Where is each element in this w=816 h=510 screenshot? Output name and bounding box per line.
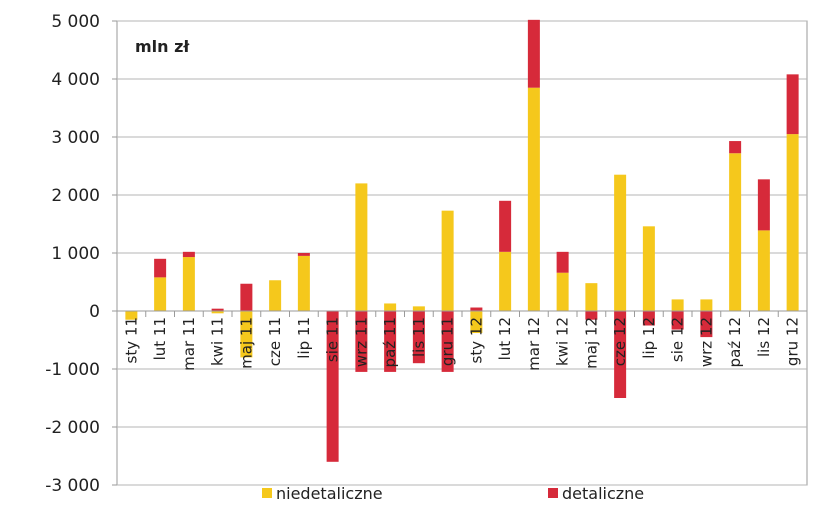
bar-niedetaliczne	[125, 311, 138, 320]
bar-niedetaliczne	[700, 299, 713, 311]
x-tick-label: gru 12	[784, 317, 802, 366]
y-tick-label: 3 000	[51, 128, 100, 148]
bar-detaliczne	[441, 311, 454, 372]
bar-detaliczne	[326, 311, 339, 462]
bar-niedetaliczne	[556, 272, 569, 311]
bar-detaliczne	[240, 283, 253, 311]
bar-detaliczne	[729, 141, 742, 154]
legend-swatch-detaliczne	[548, 488, 558, 498]
x-tick-label: mar 12	[525, 317, 543, 371]
bar-niedetaliczne	[182, 257, 195, 311]
bar-niedetaliczne	[757, 230, 770, 311]
bar-detaliczne	[412, 311, 425, 364]
x-tick-label: mar 11	[180, 317, 198, 371]
bar-detaliczne	[297, 253, 310, 256]
bar-niedetaliczne	[499, 251, 512, 311]
y-tick-label: 4 000	[51, 70, 100, 90]
bar-niedetaliczne	[269, 280, 282, 311]
bar-niedetaliczne	[614, 174, 627, 311]
x-tick-label: paź 11	[381, 317, 399, 367]
y-axis-ticks: 5 000 4 000 3 000 2 000 1 000 0 -1 000 -2 000 -3…	[45, 12, 117, 496]
bar-detaliczne	[527, 19, 540, 88]
y-tick-label: -3 000	[45, 476, 100, 496]
bar-detaliczne	[384, 311, 397, 372]
y-tick-label: 2 000	[51, 186, 100, 206]
bar-niedetaliczne	[470, 311, 483, 334]
legend-swatch-niedetaliczne	[262, 488, 272, 498]
x-tick-label: sty 12	[467, 317, 485, 363]
bar-niedetaliczne	[384, 303, 397, 311]
x-tick-label: lis 12	[755, 317, 773, 357]
bar-detaliczne	[556, 251, 569, 273]
bar-detaliczne	[355, 311, 368, 372]
bar-detaliczne	[614, 311, 627, 398]
y-tick-label: -1 000	[45, 360, 100, 380]
bar-niedetaliczne	[786, 134, 799, 311]
bar-niedetaliczne	[412, 306, 425, 311]
bar-niedetaliczne	[642, 226, 655, 311]
bar-detaliczne	[470, 307, 483, 311]
x-tick-label: lip 11	[295, 317, 313, 359]
legend-label-niedetaliczne: niedetaliczne	[276, 484, 383, 503]
x-tick-label: kwi 11	[209, 317, 227, 366]
bar-niedetaliczne	[211, 311, 224, 314]
bar-niedetaliczne	[441, 210, 454, 311]
bar-detaliczne	[585, 311, 598, 320]
x-tick-label: cze 12	[611, 317, 629, 366]
bar-detaliczne	[211, 308, 224, 311]
bar-niedetaliczne	[355, 183, 368, 311]
x-axis-labels: sty 11 lut 11 mar 11 kwi 11 maj 11 cze 11 lip …	[122, 317, 801, 371]
x-tick-label: sie 12	[669, 317, 687, 362]
bar-niedetaliczne	[154, 277, 167, 311]
bars	[116, 19, 808, 462]
bar-detaliczne	[182, 251, 195, 258]
x-tick-label: gru 11	[439, 317, 457, 366]
legend-label-detaliczne: detaliczne	[562, 484, 644, 503]
bar-detaliczne	[757, 179, 770, 231]
x-tick-label: paź 12	[726, 317, 744, 367]
y-tick-label: 0	[89, 302, 100, 322]
bar-niedetaliczne	[527, 87, 540, 311]
x-tick-label: lut 11	[151, 317, 169, 360]
bar-niedetaliczne	[585, 283, 598, 311]
x-tick-label: cze 11	[266, 317, 284, 366]
bar-detaliczne	[786, 74, 799, 135]
x-tick-label: lis 11	[410, 317, 428, 357]
x-tick-label: lut 12	[496, 317, 514, 360]
bar-detaliczne	[671, 311, 684, 330]
bar-niedetaliczne	[297, 255, 310, 311]
y-tick-label: 1 000	[51, 244, 100, 264]
bar-detaliczne	[154, 258, 167, 278]
x-tick-label: wrz 12	[697, 317, 715, 367]
y-tick-label: -2 000	[45, 418, 100, 438]
x-tick-label: sty 11	[122, 317, 140, 363]
x-tick-label: lip 12	[640, 317, 658, 359]
bar-niedetaliczne	[240, 311, 253, 358]
bar-niedetaliczne	[671, 299, 684, 311]
x-tick-label: maj 12	[582, 317, 600, 369]
bar-detaliczne	[642, 311, 655, 326]
x-tick-label: kwi 12	[554, 317, 572, 366]
x-tick-label: wrz 11	[352, 317, 370, 367]
bar-detaliczne	[499, 200, 512, 252]
bar-niedetaliczne	[729, 153, 742, 311]
legend: niedetaliczne detaliczne	[262, 484, 644, 503]
x-tick-label: maj 11	[237, 317, 255, 369]
unit-label: mln zł	[135, 37, 190, 56]
y-tick-label: 5 000	[51, 12, 100, 32]
x-tick-label: sie 11	[324, 317, 342, 362]
bar-detaliczne	[700, 311, 713, 338]
